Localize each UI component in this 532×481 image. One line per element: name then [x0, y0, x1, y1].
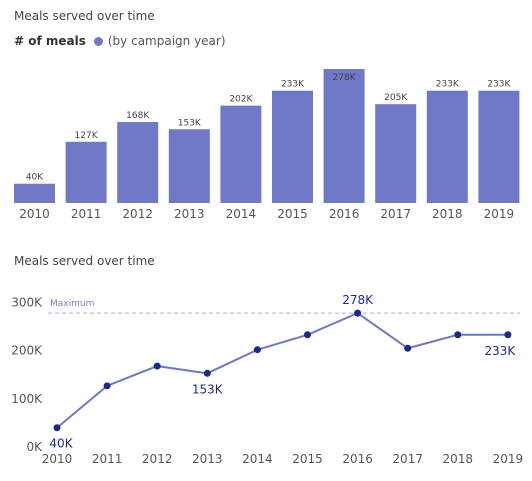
x-tick-label: 2017: [392, 452, 423, 466]
x-tick-label: 2014: [226, 207, 257, 221]
bar-data-label: 278K: [333, 73, 357, 83]
x-tick-label: 2018: [432, 207, 463, 221]
point-data-label: 153K: [192, 382, 224, 396]
bar-2018[interactable]: [426, 90, 468, 203]
x-tick-label: 2015: [292, 452, 323, 466]
point-2012[interactable]: [153, 362, 161, 370]
x-tick-label: 2019: [484, 207, 515, 221]
bar-data-label: 205K: [384, 93, 408, 103]
point-2014[interactable]: [253, 346, 261, 354]
reference-line-label: Maximum: [50, 299, 94, 309]
legend-dot-icon: [93, 36, 103, 46]
bar-2019[interactable]: [478, 90, 520, 203]
bar-2010[interactable]: [14, 183, 55, 203]
x-tick-label: 2010: [19, 207, 50, 221]
bar-data-label: 168K: [126, 111, 150, 121]
line-chart-title: Meals served over time: [14, 254, 155, 268]
point-data-label: 233K: [485, 344, 517, 358]
y-tick-label: 0K: [26, 440, 43, 454]
x-tick-label: 2015: [277, 207, 308, 221]
point-2018[interactable]: [454, 331, 462, 339]
bar-data-label: 127K: [75, 131, 99, 141]
bar-data-label: 40K: [26, 173, 44, 183]
point-data-label: 40K: [49, 437, 73, 451]
legend-entry: (by campaign year): [107, 34, 226, 48]
bar-data-label: 233K: [487, 80, 511, 90]
x-tick-label: 2012: [122, 207, 153, 221]
point-2016[interactable]: [354, 309, 362, 317]
x-tick-label: 2016: [329, 207, 360, 221]
point-2010[interactable]: [53, 424, 61, 432]
x-tick-label: 2014: [242, 452, 273, 466]
y-tick-label: 100K: [11, 392, 43, 406]
bar-chart: 40K 2010 127K 2011 168K 2012 153K 2013 202K 2014 2…: [14, 69, 520, 221]
y-tick-label: 200K: [11, 344, 43, 358]
point-data-label: 278K: [342, 293, 374, 307]
bar-data-label: 153K: [178, 118, 202, 128]
series-line: [56, 311, 508, 429]
x-tick-label: 2011: [92, 452, 123, 466]
x-tick-label: 2011: [71, 207, 102, 221]
legend-title: # of meals: [14, 34, 86, 48]
x-tick-label: 2013: [192, 452, 223, 466]
point-2013[interactable]: [203, 369, 211, 377]
x-tick-label: 2018: [443, 452, 474, 466]
x-tick-label: 2010: [42, 452, 73, 466]
bar-2011[interactable]: [65, 141, 107, 203]
x-tick-label: 2013: [174, 207, 205, 221]
bar-2013[interactable]: [168, 129, 210, 203]
bar-chart-title: Meals served over time: [14, 9, 155, 23]
x-tick-label: 2019: [493, 452, 524, 466]
point-2017[interactable]: [404, 344, 412, 352]
bar-2016[interactable]: [323, 69, 365, 203]
bar-data-label: 233K: [281, 80, 305, 90]
x-tick-label: 2017: [380, 207, 411, 221]
point-2019[interactable]: [504, 331, 512, 339]
bar-chart-legend: # of meals (by campaign year): [14, 34, 226, 48]
bar-2012[interactable]: [117, 122, 159, 203]
bar-data-label: 233K: [436, 80, 460, 90]
point-2015[interactable]: [304, 331, 311, 339]
bar-2017[interactable]: [375, 104, 417, 203]
x-tick-label: 2012: [142, 452, 173, 466]
bar-data-label: 202K: [229, 95, 253, 105]
bar-2014[interactable]: [220, 105, 262, 203]
bar-2015[interactable]: [272, 90, 313, 203]
y-tick-label: 300K: [11, 296, 43, 310]
x-tick-label: 2016: [342, 452, 373, 466]
point-2011[interactable]: [103, 382, 111, 390]
